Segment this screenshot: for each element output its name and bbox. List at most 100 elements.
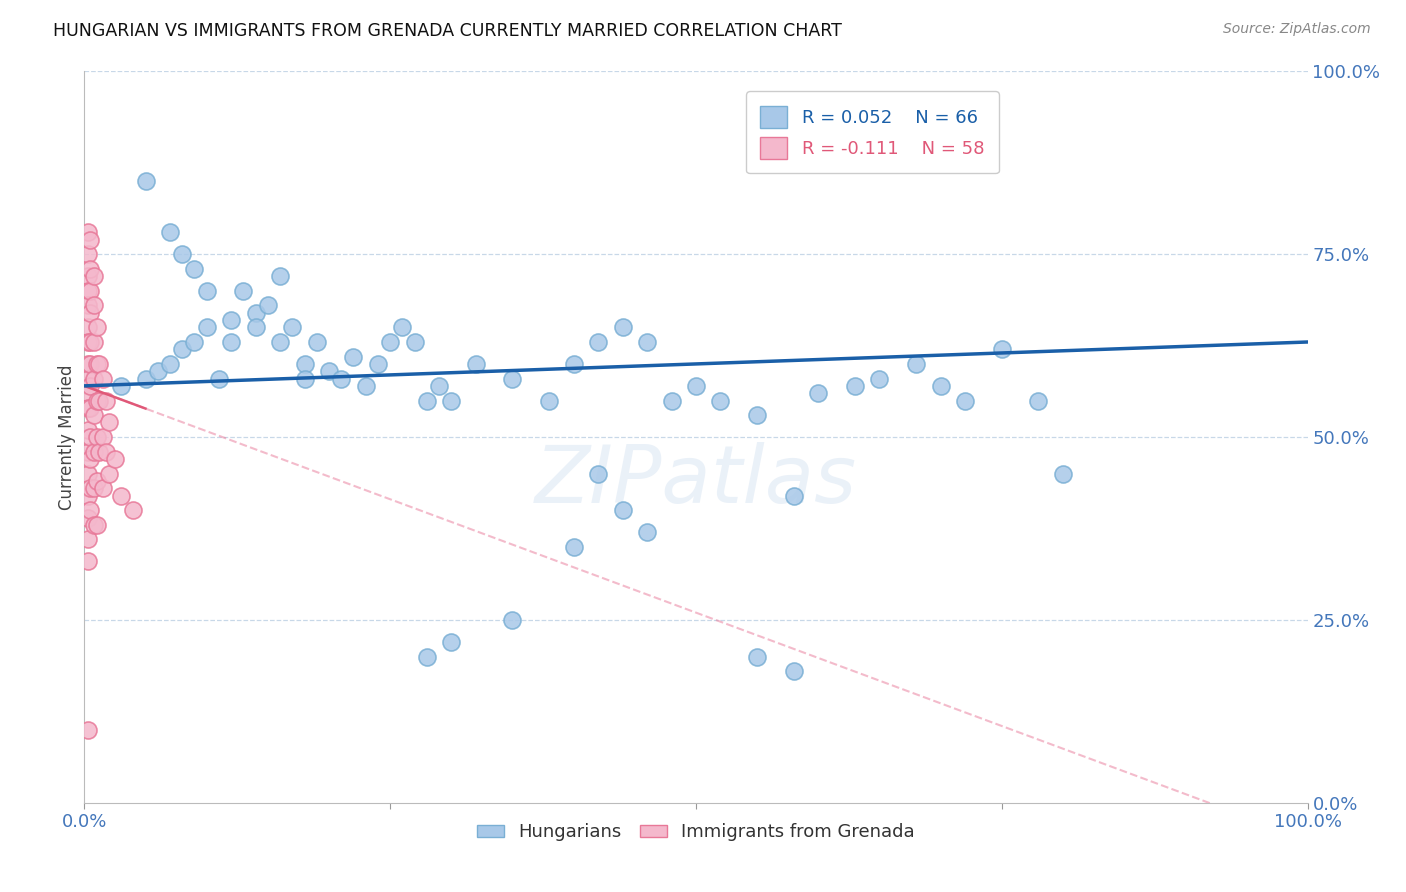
Point: [97, 467, 120, 481]
Point: [562, 357, 585, 371]
Point: [77, 444, 100, 458]
Point: [77, 723, 100, 737]
Point: [330, 371, 353, 385]
Point: [709, 393, 731, 408]
Point: [464, 357, 486, 371]
Point: [281, 320, 304, 334]
Point: [77, 423, 100, 437]
Point: [77, 357, 100, 371]
Point: [83, 371, 105, 385]
Point: [502, 613, 524, 627]
Point: [110, 489, 132, 503]
Point: [172, 343, 194, 357]
Point: [159, 225, 181, 239]
Point: [427, 379, 450, 393]
Point: [77, 320, 100, 334]
Point: [586, 334, 609, 349]
Point: [380, 334, 402, 349]
Point: [183, 261, 205, 276]
Point: [83, 481, 105, 495]
Point: [219, 313, 242, 327]
Point: [586, 467, 609, 481]
Point: [747, 408, 769, 422]
Point: [79, 503, 101, 517]
Point: [844, 379, 866, 393]
Point: [87, 393, 110, 408]
Point: [269, 334, 291, 349]
Point: [159, 357, 181, 371]
Point: [79, 233, 101, 247]
Point: [86, 357, 108, 371]
Point: [83, 298, 105, 312]
Point: [77, 510, 100, 524]
Point: [612, 503, 634, 517]
Point: [747, 649, 769, 664]
Point: [77, 334, 100, 349]
Point: [342, 350, 364, 364]
Point: [354, 379, 377, 393]
Point: [83, 408, 105, 422]
Point: [91, 481, 114, 495]
Point: [391, 320, 413, 334]
Point: [96, 444, 118, 458]
Text: Source: ZipAtlas.com: Source: ZipAtlas.com: [1223, 22, 1371, 37]
Point: [77, 386, 100, 401]
Point: [77, 298, 100, 312]
Point: [294, 371, 316, 385]
Point: [172, 247, 194, 261]
Point: [195, 284, 218, 298]
Point: [77, 401, 100, 415]
Point: [440, 635, 463, 649]
Point: [91, 430, 114, 444]
Point: [79, 452, 101, 467]
Point: [905, 357, 928, 371]
Point: [87, 357, 110, 371]
Point: [91, 371, 114, 385]
Point: [83, 517, 105, 532]
Point: [807, 386, 830, 401]
Point: [783, 664, 806, 678]
Point: [77, 371, 100, 385]
Point: [79, 306, 101, 320]
Point: [135, 174, 157, 188]
Point: [146, 364, 169, 378]
Y-axis label: Currently Married: Currently Married: [58, 364, 76, 510]
Point: [79, 334, 101, 349]
Point: [929, 379, 952, 393]
Point: [83, 334, 105, 349]
Point: [96, 393, 118, 408]
Point: [538, 393, 561, 408]
Point: [269, 269, 291, 284]
Point: [77, 554, 100, 568]
Text: HUNGARIAN VS IMMIGRANTS FROM GRENADA CURRENTLY MARRIED CORRELATION CHART: HUNGARIAN VS IMMIGRANTS FROM GRENADA CUR…: [53, 22, 842, 40]
Point: [104, 452, 127, 467]
Point: [636, 525, 658, 540]
Point: [195, 320, 218, 334]
Point: [77, 489, 100, 503]
Point: [86, 517, 108, 532]
Point: [685, 379, 707, 393]
Point: [208, 371, 231, 385]
Point: [79, 401, 101, 415]
Point: [86, 430, 108, 444]
Point: [562, 540, 585, 554]
Point: [232, 284, 254, 298]
Point: [83, 444, 105, 458]
Point: [77, 269, 100, 284]
Point: [79, 284, 101, 298]
Point: [404, 334, 426, 349]
Point: [77, 225, 100, 239]
Point: [86, 320, 108, 334]
Point: [294, 357, 316, 371]
Point: [318, 364, 340, 378]
Point: [97, 416, 120, 430]
Point: [79, 430, 101, 444]
Point: [135, 371, 157, 385]
Legend: Hungarians, Immigrants from Grenada: Hungarians, Immigrants from Grenada: [470, 816, 922, 848]
Point: [77, 247, 100, 261]
Point: [661, 393, 683, 408]
Point: [79, 481, 101, 495]
Point: [367, 357, 389, 371]
Point: [612, 320, 634, 334]
Point: [86, 474, 108, 488]
